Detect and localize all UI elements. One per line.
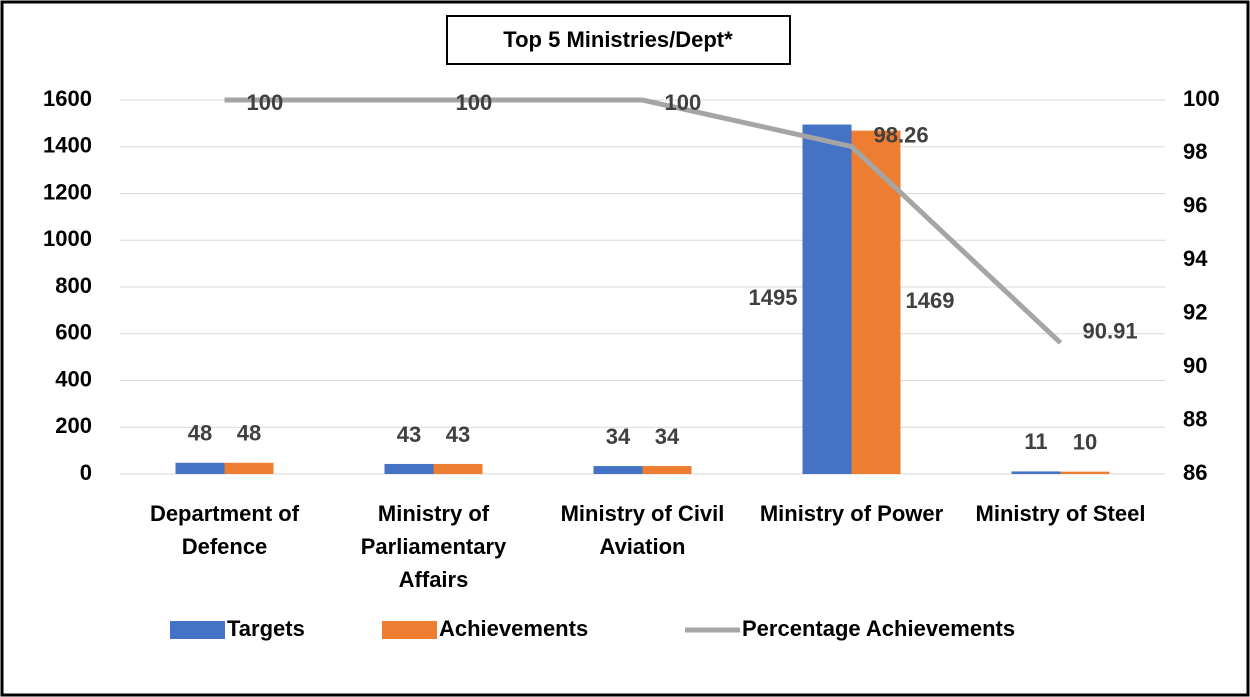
y-tick-label: 600	[55, 320, 92, 345]
bar	[1011, 471, 1061, 474]
x-tick-label: Ministry of Civil Aviation	[560, 501, 725, 559]
x-tick-label: Ministry of Steel	[975, 501, 1146, 526]
y-tick-label: 1400	[43, 133, 92, 158]
data-label: 100	[247, 90, 284, 115]
x-tick-label-box: Ministry of Civil Aviation	[560, 501, 725, 559]
y-tick-label: 200	[55, 413, 92, 438]
y2-tick-label: 96	[1183, 193, 1207, 218]
x-tick-label-box: Department of Defence	[149, 501, 300, 559]
data-label: 100	[665, 90, 702, 115]
y2-tick-label: 86	[1183, 460, 1207, 485]
y2-tick-label: 100	[1183, 86, 1220, 111]
x-tick-label-box: Ministry of Steel	[975, 501, 1146, 526]
x-tick-label: Department of Defence	[149, 501, 300, 559]
data-label: 98.26	[874, 122, 929, 147]
legend-label: Percentage Achievements	[742, 616, 1015, 641]
data-label: 43	[397, 422, 421, 447]
y2-tick-label: 90	[1183, 353, 1207, 378]
data-label: 1469	[906, 288, 955, 313]
chart-title: Top 5 Ministries/Dept*	[503, 27, 733, 52]
bar	[175, 462, 225, 474]
data-label: 100	[456, 90, 493, 115]
data-label: 34	[606, 424, 631, 449]
y-tick-label: 400	[55, 366, 92, 391]
x-tick-label-box: Ministry of Power	[759, 501, 944, 526]
bar	[384, 463, 434, 474]
data-label: 11	[1024, 429, 1047, 454]
legend-swatch	[382, 621, 437, 639]
bar	[593, 466, 643, 474]
x-tick-label-box: Ministry of Parliamentary Affairs	[360, 501, 507, 592]
bar	[802, 124, 852, 474]
bar	[642, 466, 692, 474]
data-label: 1495	[749, 285, 798, 310]
bar	[224, 462, 274, 474]
x-tick-label: Ministry of Parliamentary Affairs	[360, 501, 507, 592]
bar	[1060, 471, 1110, 474]
data-label: 48	[188, 421, 212, 446]
y2-tick-label: 94	[1183, 246, 1208, 271]
title-box	[446, 15, 791, 65]
legend-label: Achievements	[439, 616, 588, 641]
data-label: 43	[446, 422, 470, 447]
y-tick-label: 1600	[43, 86, 92, 111]
y-tick-label: 1000	[43, 226, 92, 251]
y2-tick-label: 98	[1183, 139, 1207, 164]
data-label: 48	[237, 421, 261, 446]
y-tick-label: 1200	[43, 179, 92, 204]
data-label: 90.91	[1083, 319, 1138, 344]
y-tick-label: 0	[80, 460, 92, 485]
data-label: 10	[1073, 429, 1097, 454]
bar	[851, 130, 901, 474]
x-tick-label: Ministry of Power	[759, 501, 944, 526]
data-label: 34	[655, 424, 680, 449]
bar	[433, 463, 483, 474]
legend-label: Targets	[227, 616, 305, 641]
y-tick-label: 800	[55, 273, 92, 298]
y2-tick-label: 88	[1183, 406, 1207, 431]
y2-tick-label: 92	[1183, 300, 1207, 325]
line	[224, 97, 1063, 345]
legend-swatch	[170, 621, 225, 639]
